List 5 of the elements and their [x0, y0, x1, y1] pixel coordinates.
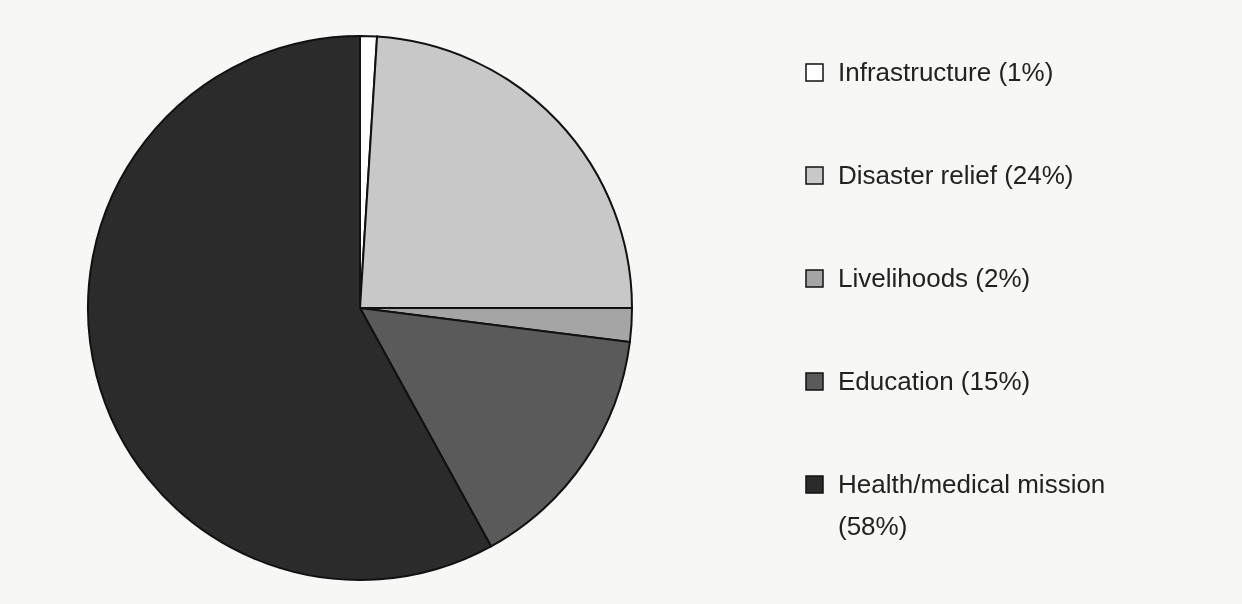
legend-label: Health/medical mission (58%) [838, 468, 1106, 541]
legend-label: Livelihoods (2%) [838, 262, 1031, 293]
legend-label: Infrastructure (1%) [838, 56, 1054, 87]
legend-label: Education (15%) [838, 365, 1031, 396]
legend-label: Disaster relief (24%) [838, 159, 1074, 190]
